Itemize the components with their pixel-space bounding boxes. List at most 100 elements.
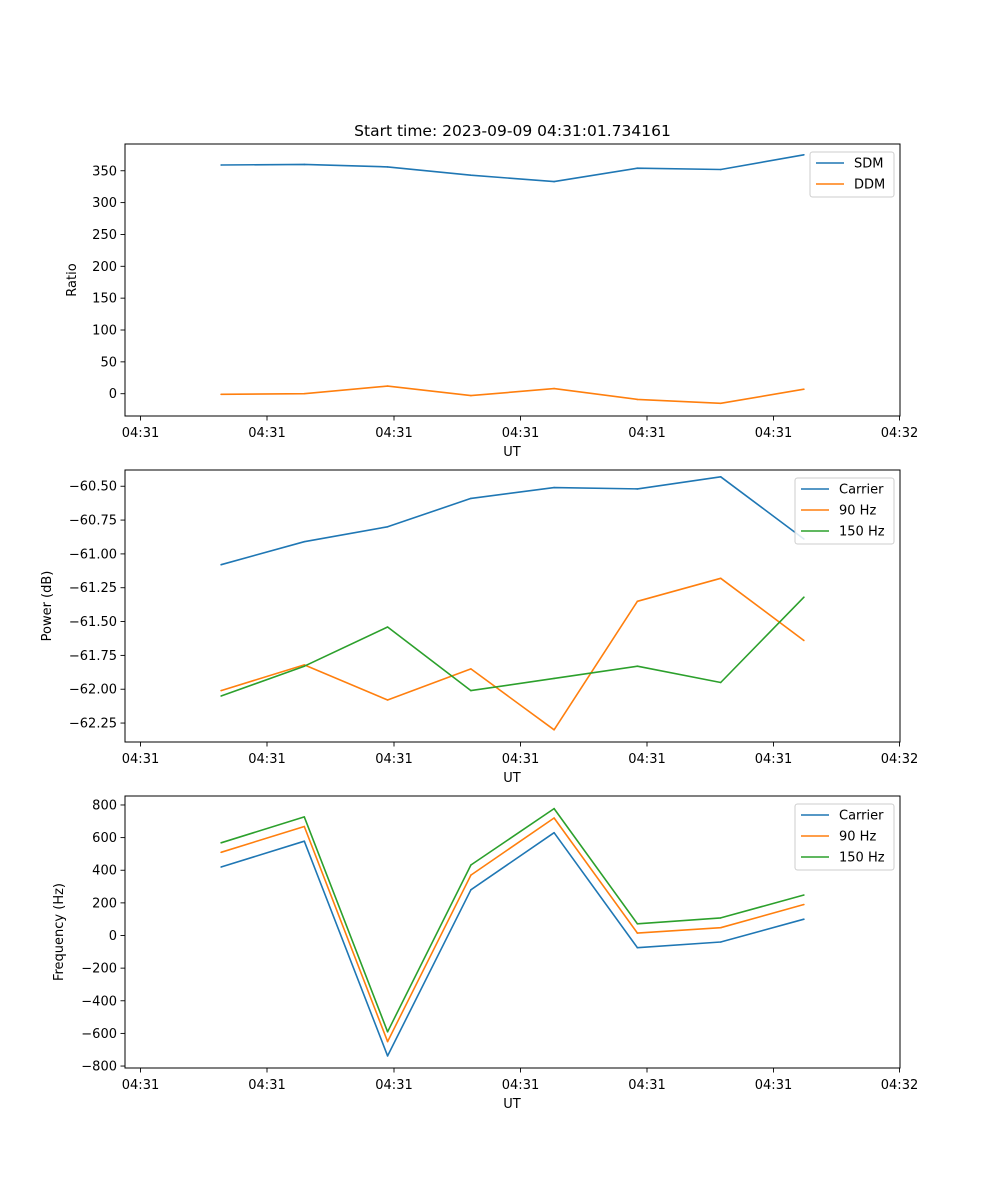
data-point xyxy=(470,874,472,876)
data-point xyxy=(386,166,389,168)
x-tick-label: 04:31 xyxy=(122,752,159,767)
legend: SDM DDM xyxy=(809,151,895,198)
y-tick-label: −61.25 xyxy=(69,581,117,596)
data-point xyxy=(470,689,472,692)
data-point xyxy=(303,392,306,395)
legend-label: 150 Hz xyxy=(839,525,885,540)
x-tick-label: 04:31 xyxy=(248,752,285,767)
x-tick-label: 04:31 xyxy=(628,752,665,767)
legend-label: 150 Hz xyxy=(839,851,885,866)
data-point xyxy=(386,626,389,628)
data-point xyxy=(470,668,472,670)
data-point xyxy=(803,894,805,896)
series-line-carrier xyxy=(220,475,805,566)
y-tick-label: 0 xyxy=(109,387,117,402)
x-tick-label: 04:31 xyxy=(628,1078,665,1093)
y-tick-label: 300 xyxy=(92,196,117,211)
panel-1: 04:31 04:31 04:31 04:31 04:31 04:31 04:32 UT 0 50… xyxy=(65,143,918,460)
y-axis-label: Ratio xyxy=(65,263,80,296)
data-point xyxy=(553,486,555,489)
series-line-ddm xyxy=(221,385,805,405)
y-tick-label: 250 xyxy=(92,228,117,243)
panel-2: 04:31 04:31 04:31 04:31 04:31 04:31 04:32 UT −60… xyxy=(40,469,918,786)
data-point xyxy=(803,903,805,906)
data-point xyxy=(553,387,555,390)
x-axis-label: UT xyxy=(503,771,521,786)
y-tick-label: −61.00 xyxy=(69,547,117,562)
data-point xyxy=(386,385,389,387)
data-point xyxy=(386,1055,389,1057)
series-line-sdm xyxy=(221,154,805,183)
legend-label: 90 Hz xyxy=(839,830,876,845)
y-tick-label: 350 xyxy=(92,164,117,179)
y-tick-label: −800 xyxy=(81,1060,117,1075)
x-tick-label: 04:32 xyxy=(881,1078,918,1093)
x-tick-label: 04:32 xyxy=(881,752,918,767)
data-point xyxy=(553,817,555,819)
data-point xyxy=(636,167,639,169)
y-tick-label: −60.75 xyxy=(69,514,117,529)
data-point xyxy=(553,729,555,731)
data-point xyxy=(386,1031,389,1033)
x-tick-label: 04:31 xyxy=(375,752,412,767)
y-tick-label: −200 xyxy=(81,962,117,977)
y-tick-label: 0 xyxy=(109,929,117,944)
y-tick-label: 50 xyxy=(100,355,117,370)
series-line-150-hz xyxy=(220,807,805,1033)
data-point xyxy=(386,1040,389,1043)
data-point xyxy=(553,677,555,680)
data-point xyxy=(303,540,306,543)
legend-frame xyxy=(794,803,895,871)
x-axis-label: UT xyxy=(503,445,521,460)
data-point xyxy=(470,394,472,397)
data-point xyxy=(386,526,389,528)
figure-title: Start time: 2023-09-09 04:31:01.734161 xyxy=(354,122,671,140)
data-point xyxy=(803,596,805,598)
x-tick-label: 04:31 xyxy=(122,426,159,441)
x-axis-label: UT xyxy=(503,1097,521,1112)
data-point xyxy=(636,665,639,667)
data-point xyxy=(220,393,222,396)
y-tick-label: −60.50 xyxy=(69,480,117,495)
y-tick-label: 400 xyxy=(92,864,117,879)
x-tick-label: 04:31 xyxy=(628,426,665,441)
x-tick-label: 04:31 xyxy=(375,426,412,441)
data-point xyxy=(719,476,722,478)
data-point xyxy=(470,889,472,891)
x-tick-label: 04:31 xyxy=(502,426,539,441)
data-point xyxy=(303,840,306,842)
panel-3: 04:31 04:31 04:31 04:31 04:31 04:31 04:32 UT 800… xyxy=(52,795,918,1112)
data-point xyxy=(220,164,222,166)
data-point xyxy=(220,866,222,868)
legend-label: Carrier xyxy=(839,483,884,498)
data-point xyxy=(719,402,722,405)
legend-label: SDM xyxy=(854,157,883,172)
x-tick-label: 04:31 xyxy=(375,1078,412,1093)
x-tick-label: 04:31 xyxy=(502,752,539,767)
data-point xyxy=(220,689,222,692)
y-tick-label: −61.75 xyxy=(69,649,117,664)
data-point xyxy=(386,699,389,701)
y-tick-label: −600 xyxy=(81,1027,117,1042)
y-tick-label: 600 xyxy=(92,831,117,846)
legend: Carrier 90 Hz 150 Hz xyxy=(794,803,895,871)
y-tick-label: −62.00 xyxy=(69,683,117,698)
y-axis-label: Power (dB) xyxy=(40,571,55,642)
x-tick-label: 04:31 xyxy=(755,1078,792,1093)
data-point xyxy=(719,577,722,580)
y-tick-label: 800 xyxy=(92,798,117,813)
data-point xyxy=(220,695,222,697)
x-tick-label: 04:32 xyxy=(881,426,918,441)
data-point xyxy=(220,851,222,854)
y-tick-label: 200 xyxy=(92,896,117,911)
data-point xyxy=(470,174,472,176)
y-tick-label: −61.50 xyxy=(69,615,117,630)
axes-frame xyxy=(124,469,901,743)
y-tick-label: −62.25 xyxy=(69,717,117,732)
data-point xyxy=(636,946,639,949)
data-point xyxy=(803,918,805,920)
data-point xyxy=(719,168,722,171)
series-line-90-hz xyxy=(220,817,805,1043)
